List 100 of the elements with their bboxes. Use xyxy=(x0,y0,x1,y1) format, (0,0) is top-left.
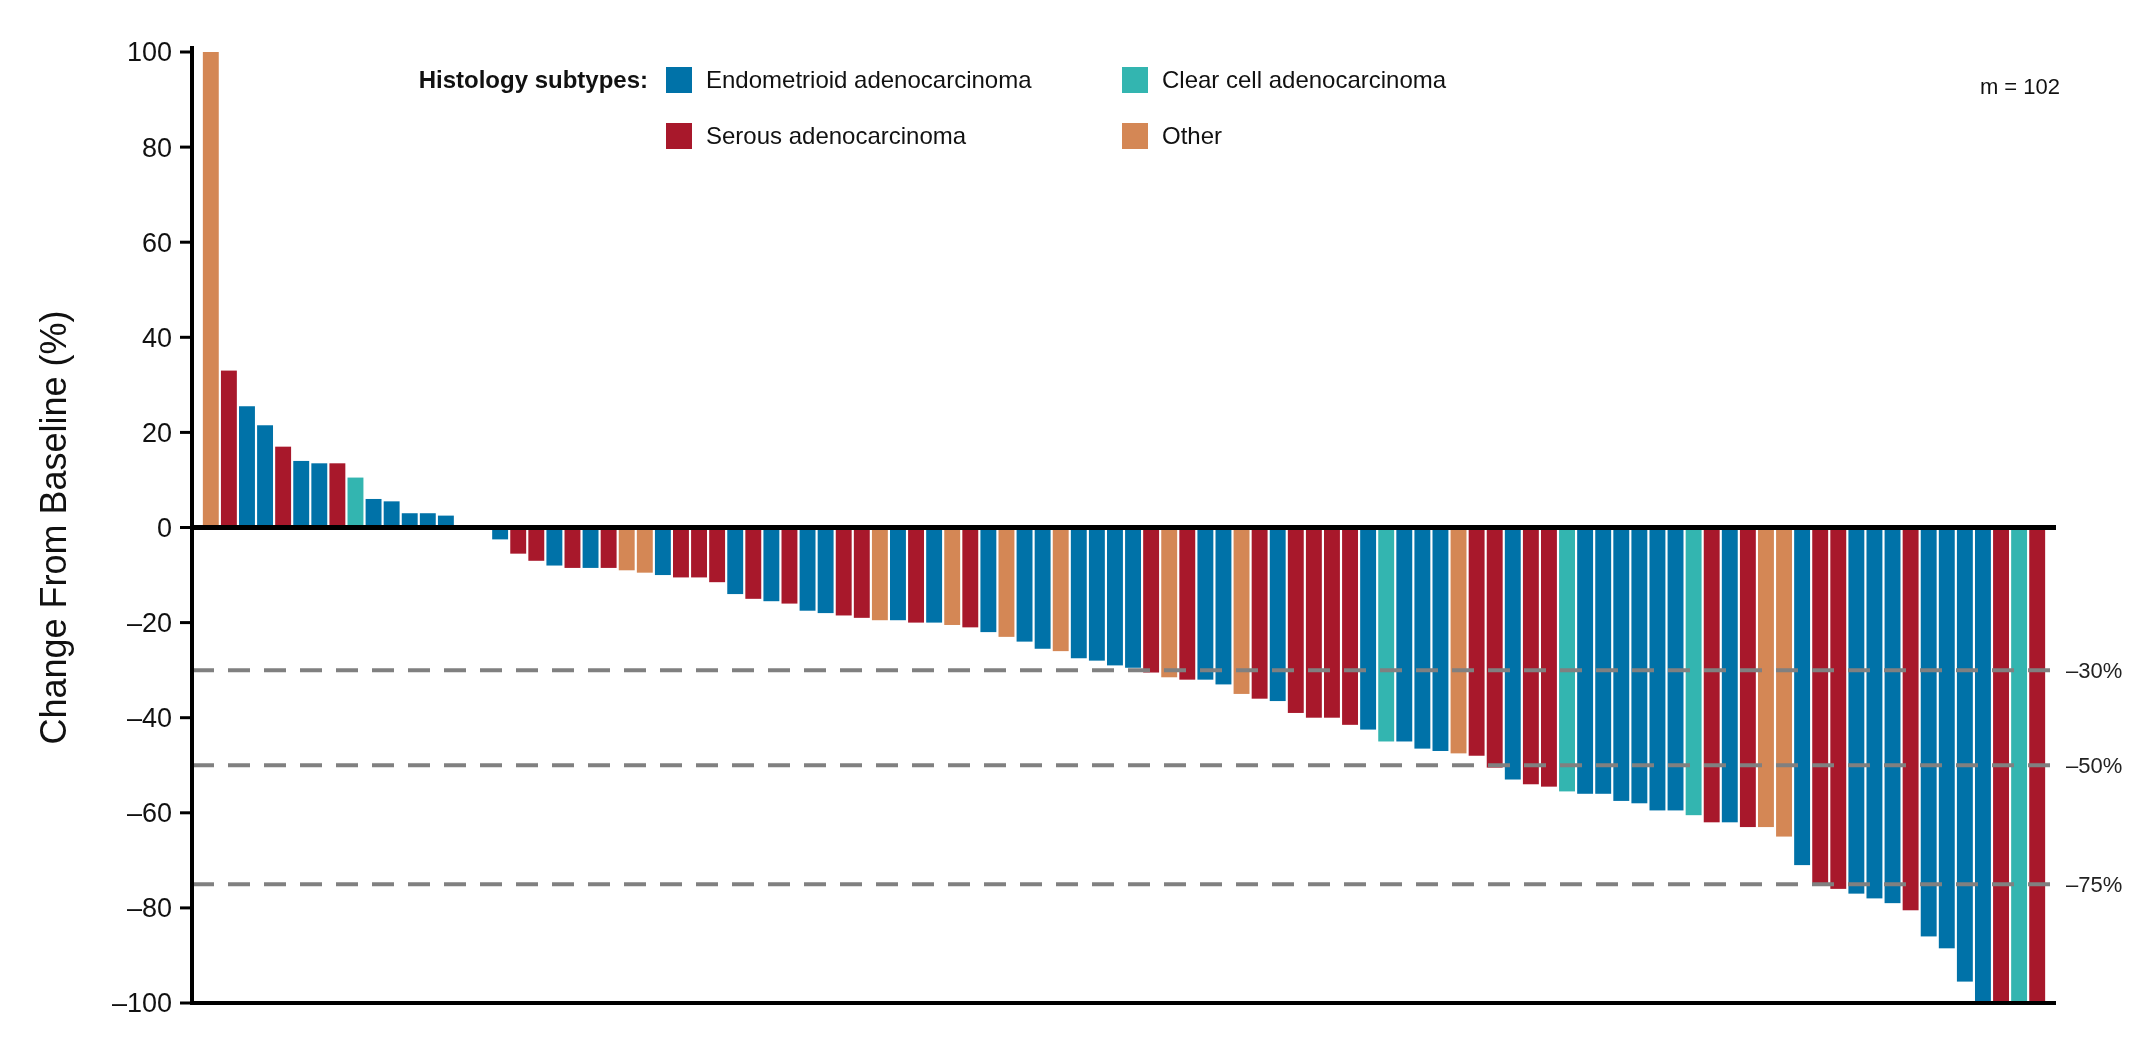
bar xyxy=(510,527,527,554)
bar xyxy=(1179,527,1196,680)
bar xyxy=(1920,527,1937,937)
bar xyxy=(817,527,834,614)
bar xyxy=(1993,527,2009,1003)
annotation: m = 102 xyxy=(1979,73,2060,99)
bar xyxy=(1233,527,1250,694)
bar xyxy=(1251,527,1268,699)
bar xyxy=(1522,527,1539,785)
bar xyxy=(1414,527,1431,749)
bar xyxy=(1125,527,1141,668)
bar xyxy=(781,527,798,604)
bar xyxy=(1215,527,1232,685)
bar xyxy=(1305,527,1322,718)
bar xyxy=(383,501,400,528)
ref-line-label: –50% xyxy=(2066,752,2123,778)
bar xyxy=(1685,527,1702,816)
bar xyxy=(1974,527,1991,1003)
bar xyxy=(220,370,237,528)
bar xyxy=(1812,527,1829,885)
bar xyxy=(582,527,599,568)
bar xyxy=(311,463,328,528)
bar xyxy=(1938,527,1955,949)
bar xyxy=(1161,527,1178,678)
y-tick-label: –100 xyxy=(111,988,172,1019)
bar xyxy=(1486,527,1503,768)
bar xyxy=(890,527,906,621)
bar xyxy=(1667,527,1684,811)
legend-label: Clear cell adenocarcinoma xyxy=(1162,66,1447,94)
bar xyxy=(871,527,888,621)
bar xyxy=(1342,527,1358,725)
bar xyxy=(1866,527,1883,899)
bar xyxy=(202,52,219,528)
legend-title: Histology subtypes: xyxy=(418,66,648,94)
bar xyxy=(1703,527,1720,823)
y-tick-label: –40 xyxy=(126,703,172,734)
y-tick-label: 80 xyxy=(141,132,172,163)
bar xyxy=(1794,527,1811,866)
bar xyxy=(1468,527,1485,756)
bar xyxy=(1378,527,1395,742)
bar xyxy=(1739,527,1756,828)
bar xyxy=(1848,527,1865,894)
bar xyxy=(1450,527,1467,754)
bar xyxy=(1088,527,1105,661)
bar xyxy=(962,527,979,628)
y-tick-label: 60 xyxy=(141,227,172,258)
bar xyxy=(1956,527,1973,982)
ref-line-label: –75% xyxy=(2066,871,2123,897)
bar xyxy=(745,527,762,599)
y-tick-label: 20 xyxy=(141,417,172,448)
bar xyxy=(980,527,997,633)
y-tick-label: 40 xyxy=(141,322,172,353)
bar xyxy=(1902,527,1919,911)
y-tick-label: –80 xyxy=(126,893,172,924)
bar xyxy=(600,527,617,568)
bar xyxy=(275,446,292,528)
bar xyxy=(709,527,726,583)
bar xyxy=(1396,527,1413,742)
y-tick-label: 0 xyxy=(156,512,172,543)
y-tick-label: 100 xyxy=(126,37,172,68)
bar xyxy=(1143,527,1160,673)
bar xyxy=(365,498,382,528)
bar xyxy=(1577,527,1594,794)
bar xyxy=(1016,527,1033,642)
bar xyxy=(1269,527,1286,702)
bar xyxy=(998,527,1015,637)
bar xyxy=(1504,527,1521,780)
bar xyxy=(1197,527,1214,680)
bar xyxy=(799,527,816,611)
bar xyxy=(727,527,744,595)
bar xyxy=(1107,527,1123,666)
bar xyxy=(1757,527,1774,828)
bar xyxy=(1631,527,1648,804)
bar xyxy=(1287,527,1304,713)
bar xyxy=(2029,527,2046,1003)
bar xyxy=(908,527,924,623)
bar xyxy=(1034,527,1051,649)
bar xyxy=(1070,527,1087,659)
bar xyxy=(1721,527,1738,823)
bar xyxy=(528,527,545,561)
bar xyxy=(1559,527,1575,792)
bar xyxy=(654,527,671,576)
bar xyxy=(763,527,780,602)
bar xyxy=(257,425,274,528)
ref-line-label: –30% xyxy=(2066,657,2123,683)
bar xyxy=(1830,527,1847,889)
bar xyxy=(1649,527,1666,811)
y-axis-title: Change From Baseline (%) xyxy=(33,310,74,745)
bar xyxy=(1432,527,1449,751)
bar xyxy=(293,460,310,528)
bar xyxy=(636,527,653,573)
bar xyxy=(853,527,870,618)
bar xyxy=(1884,527,1901,904)
y-tick-label: –20 xyxy=(126,608,172,639)
y-tick-label: –60 xyxy=(126,798,172,829)
bar xyxy=(1324,527,1340,718)
bar xyxy=(1776,527,1792,837)
bar xyxy=(1540,527,1557,787)
bar xyxy=(618,527,635,571)
legend-label: Endometrioid adenocarcinoma xyxy=(706,66,1033,94)
